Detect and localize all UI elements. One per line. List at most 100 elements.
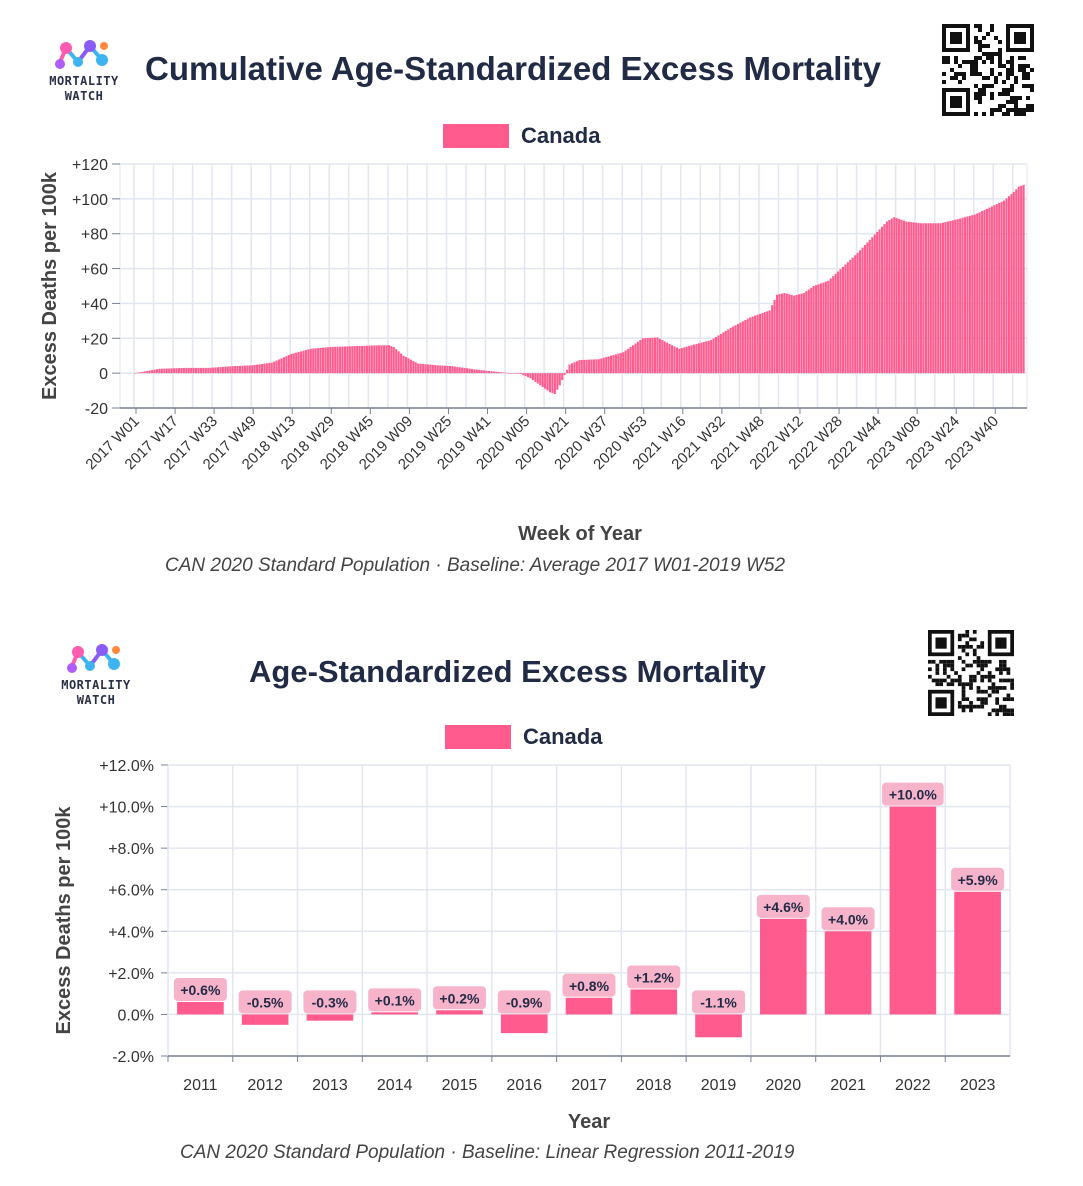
chart1-bar — [736, 323, 740, 374]
chart1-bar — [363, 345, 366, 374]
chart1-bar — [702, 341, 705, 374]
chart1-bar — [295, 352, 298, 374]
chart1-bar — [585, 359, 588, 374]
chart1-bar — [729, 327, 732, 374]
chart1-bar — [160, 368, 163, 374]
chart1-bar — [741, 321, 744, 374]
chart1-bar — [978, 212, 981, 374]
chart1-bar — [954, 219, 957, 374]
chart1-bar — [802, 292, 805, 374]
chart1-bar — [851, 257, 854, 374]
chart1-bar — [1000, 201, 1003, 374]
chart1-bar — [929, 223, 932, 374]
chart1-bar — [434, 365, 437, 374]
chart1-bar — [343, 346, 347, 374]
chart1-bar — [1010, 194, 1013, 374]
chart1-bar — [861, 247, 864, 374]
chart1-bar — [588, 359, 591, 374]
chart1-bar — [260, 363, 264, 374]
chart1-bar — [827, 280, 830, 374]
chart1-bar — [976, 213, 979, 374]
chart2-legend[interactable]: Canada — [445, 724, 602, 750]
chart1-bar — [561, 373, 564, 381]
chart1-bar — [944, 222, 947, 374]
chart1-bar — [461, 367, 464, 374]
chart1-bar — [634, 343, 637, 374]
chart1-bar — [990, 206, 993, 374]
chart1-bar — [754, 315, 757, 374]
chart1-bar — [348, 346, 351, 374]
chart1-bar — [841, 266, 844, 374]
chart1-legend[interactable]: Canada — [443, 123, 600, 149]
chart1-bar — [590, 359, 593, 374]
chart1-bar — [456, 366, 459, 374]
chart1-bar — [490, 371, 493, 374]
chart1-bar — [776, 294, 779, 374]
chart1-bar — [402, 355, 405, 374]
chart1-bar — [920, 223, 923, 374]
chart1-bar — [346, 346, 349, 374]
chart1-bar — [758, 313, 761, 374]
chart1-bar — [431, 364, 434, 374]
chart1-bar — [778, 294, 781, 374]
chart1-bar — [575, 361, 578, 374]
chart1-bar — [368, 345, 371, 374]
chart1-bar — [509, 373, 513, 374]
chart1-bar — [902, 220, 906, 374]
chart2-xtick-label: 2017 — [571, 1077, 607, 1094]
chart1-bar — [544, 373, 547, 389]
chart1-bar — [470, 368, 473, 374]
chart1-bar — [282, 357, 285, 374]
chart1-bar — [153, 369, 156, 374]
chart1-bar — [299, 351, 303, 374]
chart1-bar — [507, 372, 510, 374]
chart1-bar — [1007, 196, 1010, 374]
chart2-data-label-bg — [303, 990, 357, 1014]
chart2-data-label: -1.1% — [700, 994, 737, 1010]
chart1-ytick-label: +20 — [81, 331, 108, 348]
chart1-bar — [253, 364, 256, 374]
chart1-bar — [182, 367, 185, 374]
chart1-bar — [444, 365, 447, 374]
chart1-bar — [951, 220, 954, 374]
chart2-bar — [824, 931, 872, 1015]
chart1-bar — [236, 365, 239, 374]
yearly-excess-chart: -2.0% 0.0% +2.0% +4.0% +6.0% +8.0% +10.0% +12.0… — [53, 758, 1011, 1133]
chart1-bar — [531, 373, 534, 381]
chart1-bar — [766, 311, 769, 374]
chart1-bar — [224, 366, 227, 374]
chart2-bar — [177, 1001, 224, 1015]
chart2-ytick-label: +2.0% — [108, 966, 154, 983]
chart1-bar — [273, 361, 276, 374]
chart1-bar — [815, 285, 818, 374]
chart1-bar — [807, 289, 810, 374]
chart1-bar — [602, 357, 605, 374]
chart1-bar — [168, 368, 171, 374]
chart1-bar — [983, 209, 986, 374]
chart1-bar — [961, 217, 964, 374]
chart1-bar — [287, 355, 290, 374]
chart1-bar — [949, 220, 952, 374]
chart1-bar — [426, 364, 430, 374]
legend-swatch — [445, 725, 511, 749]
chart1-bar — [385, 345, 388, 374]
chart1-bar — [915, 222, 918, 374]
chart1-bar — [524, 373, 527, 377]
chart1-bar — [719, 333, 722, 374]
chart2-data-label: -0.5% — [247, 994, 284, 1010]
chart2-data-label: +1.2% — [634, 969, 675, 985]
chart1-bar — [446, 365, 449, 374]
chart1-bar — [690, 345, 693, 374]
chart2-xtick-label: 2018 — [636, 1077, 672, 1094]
chart1-bar — [548, 373, 552, 393]
chart1-bar — [151, 370, 154, 374]
chart1-bar — [485, 370, 488, 374]
chart1-bar — [993, 205, 996, 374]
chart1-bar — [580, 359, 583, 374]
chart1-bar — [973, 214, 976, 374]
chart1-bar — [341, 346, 344, 374]
chart1-bar — [631, 345, 635, 374]
legend-swatch — [443, 124, 509, 148]
chart1-bar — [409, 359, 412, 374]
chart1-bar — [529, 373, 532, 379]
